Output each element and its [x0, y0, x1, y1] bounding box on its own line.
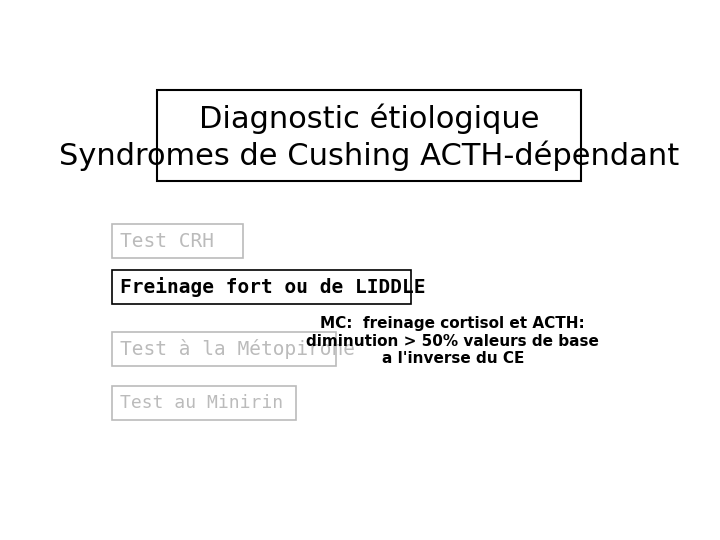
Text: Test au Minirin: Test au Minirin	[120, 394, 283, 412]
Text: Freinage fort ou de LIDDLE: Freinage fort ou de LIDDLE	[120, 277, 425, 297]
Text: Syndromes de Cushing ACTH-dépendant: Syndromes de Cushing ACTH-dépendant	[59, 140, 679, 171]
FancyBboxPatch shape	[112, 386, 297, 420]
Text: Test à la Métopirone: Test à la Métopirone	[120, 339, 354, 359]
FancyBboxPatch shape	[112, 224, 243, 258]
Text: Test CRH: Test CRH	[120, 232, 214, 251]
FancyBboxPatch shape	[157, 90, 581, 181]
FancyBboxPatch shape	[112, 332, 336, 366]
Text: Diagnostic étiologique: Diagnostic étiologique	[199, 104, 539, 134]
FancyBboxPatch shape	[112, 270, 411, 304]
Text: MC:  freinage cortisol et ACTH:
diminution > 50% valeurs de base
a l'inverse du : MC: freinage cortisol et ACTH: diminutio…	[306, 316, 599, 366]
